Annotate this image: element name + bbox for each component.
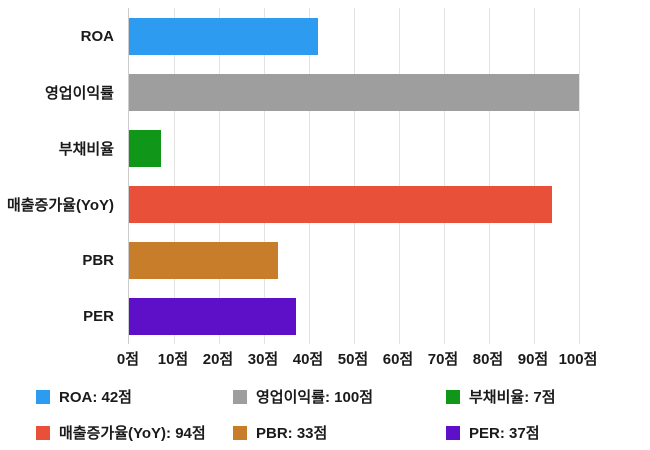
x-axis: 0점 10점 20점 30점 40점 50점 60점 70점 80점 90점 100점: [117, 344, 597, 370]
legend-item[interactable]: 부채비율: 7점: [446, 386, 650, 407]
gridline: [444, 8, 445, 344]
x-tick-label: 70점: [427, 351, 459, 368]
legend-label: 영업이익률: 100점: [256, 389, 373, 406]
x-tick-label: 80점: [472, 351, 504, 368]
gridline: [579, 8, 580, 344]
category-label: PER: [83, 307, 114, 325]
legend-swatch-icon: [446, 425, 460, 440]
x-tick-label: 90점: [517, 351, 549, 368]
x-tick-label: 50점: [337, 351, 369, 368]
x-tick-label: 10점: [157, 351, 189, 368]
gridline: [309, 8, 310, 344]
bar-row: [129, 8, 579, 64]
legend-swatch-icon: [233, 389, 247, 404]
gridline: [534, 8, 535, 344]
gridline: [489, 8, 490, 344]
legend-label: PBR: 33점: [256, 425, 328, 442]
x-tick-label: 20점: [202, 351, 234, 368]
gridline: [174, 8, 175, 344]
x-tick-label: 0점: [116, 351, 140, 368]
bar-5[interactable]: [129, 241, 278, 279]
gridline: [354, 8, 355, 344]
legend-label: ROA: 42점: [59, 389, 132, 406]
legend-label: PER: 37점: [469, 425, 540, 442]
bar-2[interactable]: [129, 73, 579, 111]
gridline: [264, 8, 265, 344]
legend-swatch-icon: [446, 389, 460, 404]
bar-1[interactable]: [129, 17, 318, 55]
legend-swatch-icon: [233, 425, 247, 440]
category-label: 영업이익률: [44, 84, 114, 102]
bar-6[interactable]: [129, 297, 296, 335]
legend-item[interactable]: 매출증가율(YoY): 94점: [36, 422, 233, 443]
category-label: 부채비율: [58, 140, 114, 158]
legend-swatch-icon: [36, 389, 50, 404]
legend-item[interactable]: 영업이익률: 100점: [233, 386, 446, 407]
gridline: [399, 8, 400, 344]
x-tick-label: 100점: [558, 351, 598, 368]
bar-3[interactable]: [129, 129, 161, 167]
gridline: [219, 8, 220, 344]
legend-label: 매출증가율(YoY): 94점: [59, 425, 206, 442]
bar-4[interactable]: [129, 185, 552, 223]
legend-swatch-icon: [36, 425, 50, 440]
category-label: 매출증가율(YoY): [6, 196, 114, 214]
category-label: PBR: [82, 251, 114, 269]
bar-row: [129, 64, 579, 120]
x-tick-label: 40점: [292, 351, 324, 368]
legend-label: 부채비율: 7점: [469, 389, 556, 406]
category-label: ROA: [80, 27, 114, 45]
legend-item[interactable]: PBR: 33점: [233, 422, 446, 443]
legend-item[interactable]: ROA: 42점: [36, 386, 233, 407]
bar-row: [129, 288, 579, 344]
legend-item[interactable]: PER: 37점: [446, 422, 650, 443]
x-tick-label: 30점: [247, 351, 279, 368]
x-tick-label: 60점: [382, 351, 414, 368]
bar-row: [129, 232, 579, 288]
bar-row: [129, 176, 579, 232]
bar-row: [129, 120, 579, 176]
plot-area: [128, 8, 580, 344]
